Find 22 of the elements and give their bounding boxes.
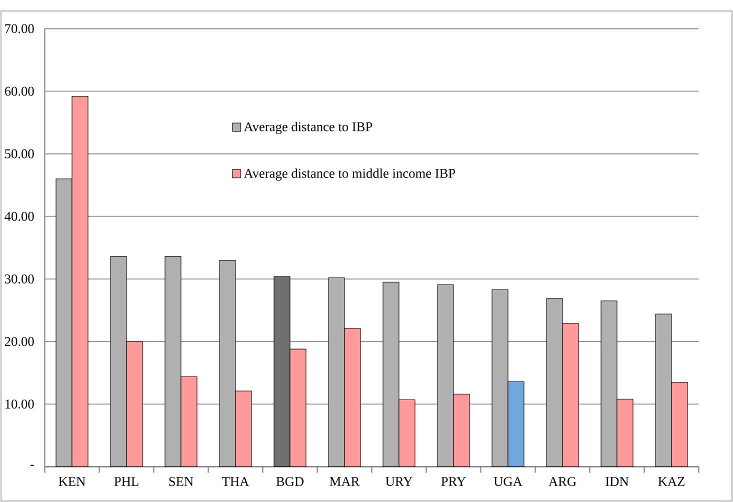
x-tick-label: URY (386, 477, 412, 486)
x-tick-label: PRY (441, 477, 466, 486)
y-tick-label: 30.00 (5, 274, 34, 284)
x-tick-label: THA (222, 477, 250, 486)
x-tick-label: UGA (494, 477, 522, 486)
x-tick-label: SEN (169, 477, 194, 486)
x-tick-label: IDN (606, 477, 629, 486)
x-tick-label: KEN (58, 477, 86, 486)
x-tick-label: KAZ (658, 477, 684, 486)
y-tick-label: 70.00 (5, 24, 34, 34)
y-tick-label: 10.00 (6, 400, 34, 409)
y-tick-label: 60.00 (4, 86, 34, 96)
y-tick-label: 20.00 (4, 337, 34, 346)
x-tick-label: ARG (548, 477, 576, 486)
x-tick-label: BGD (276, 477, 304, 486)
x-tick-label: MAR (330, 477, 360, 486)
legend-label: Average distance to IBP (244, 122, 372, 134)
legend-label: Average distance to middle income IBP (244, 168, 456, 181)
y-tick-label: - (30, 464, 34, 466)
y-tick-label: 50.00 (5, 149, 34, 158)
x-tick-label: PHL (114, 477, 138, 486)
y-tick-label: 40.00 (4, 212, 34, 221)
